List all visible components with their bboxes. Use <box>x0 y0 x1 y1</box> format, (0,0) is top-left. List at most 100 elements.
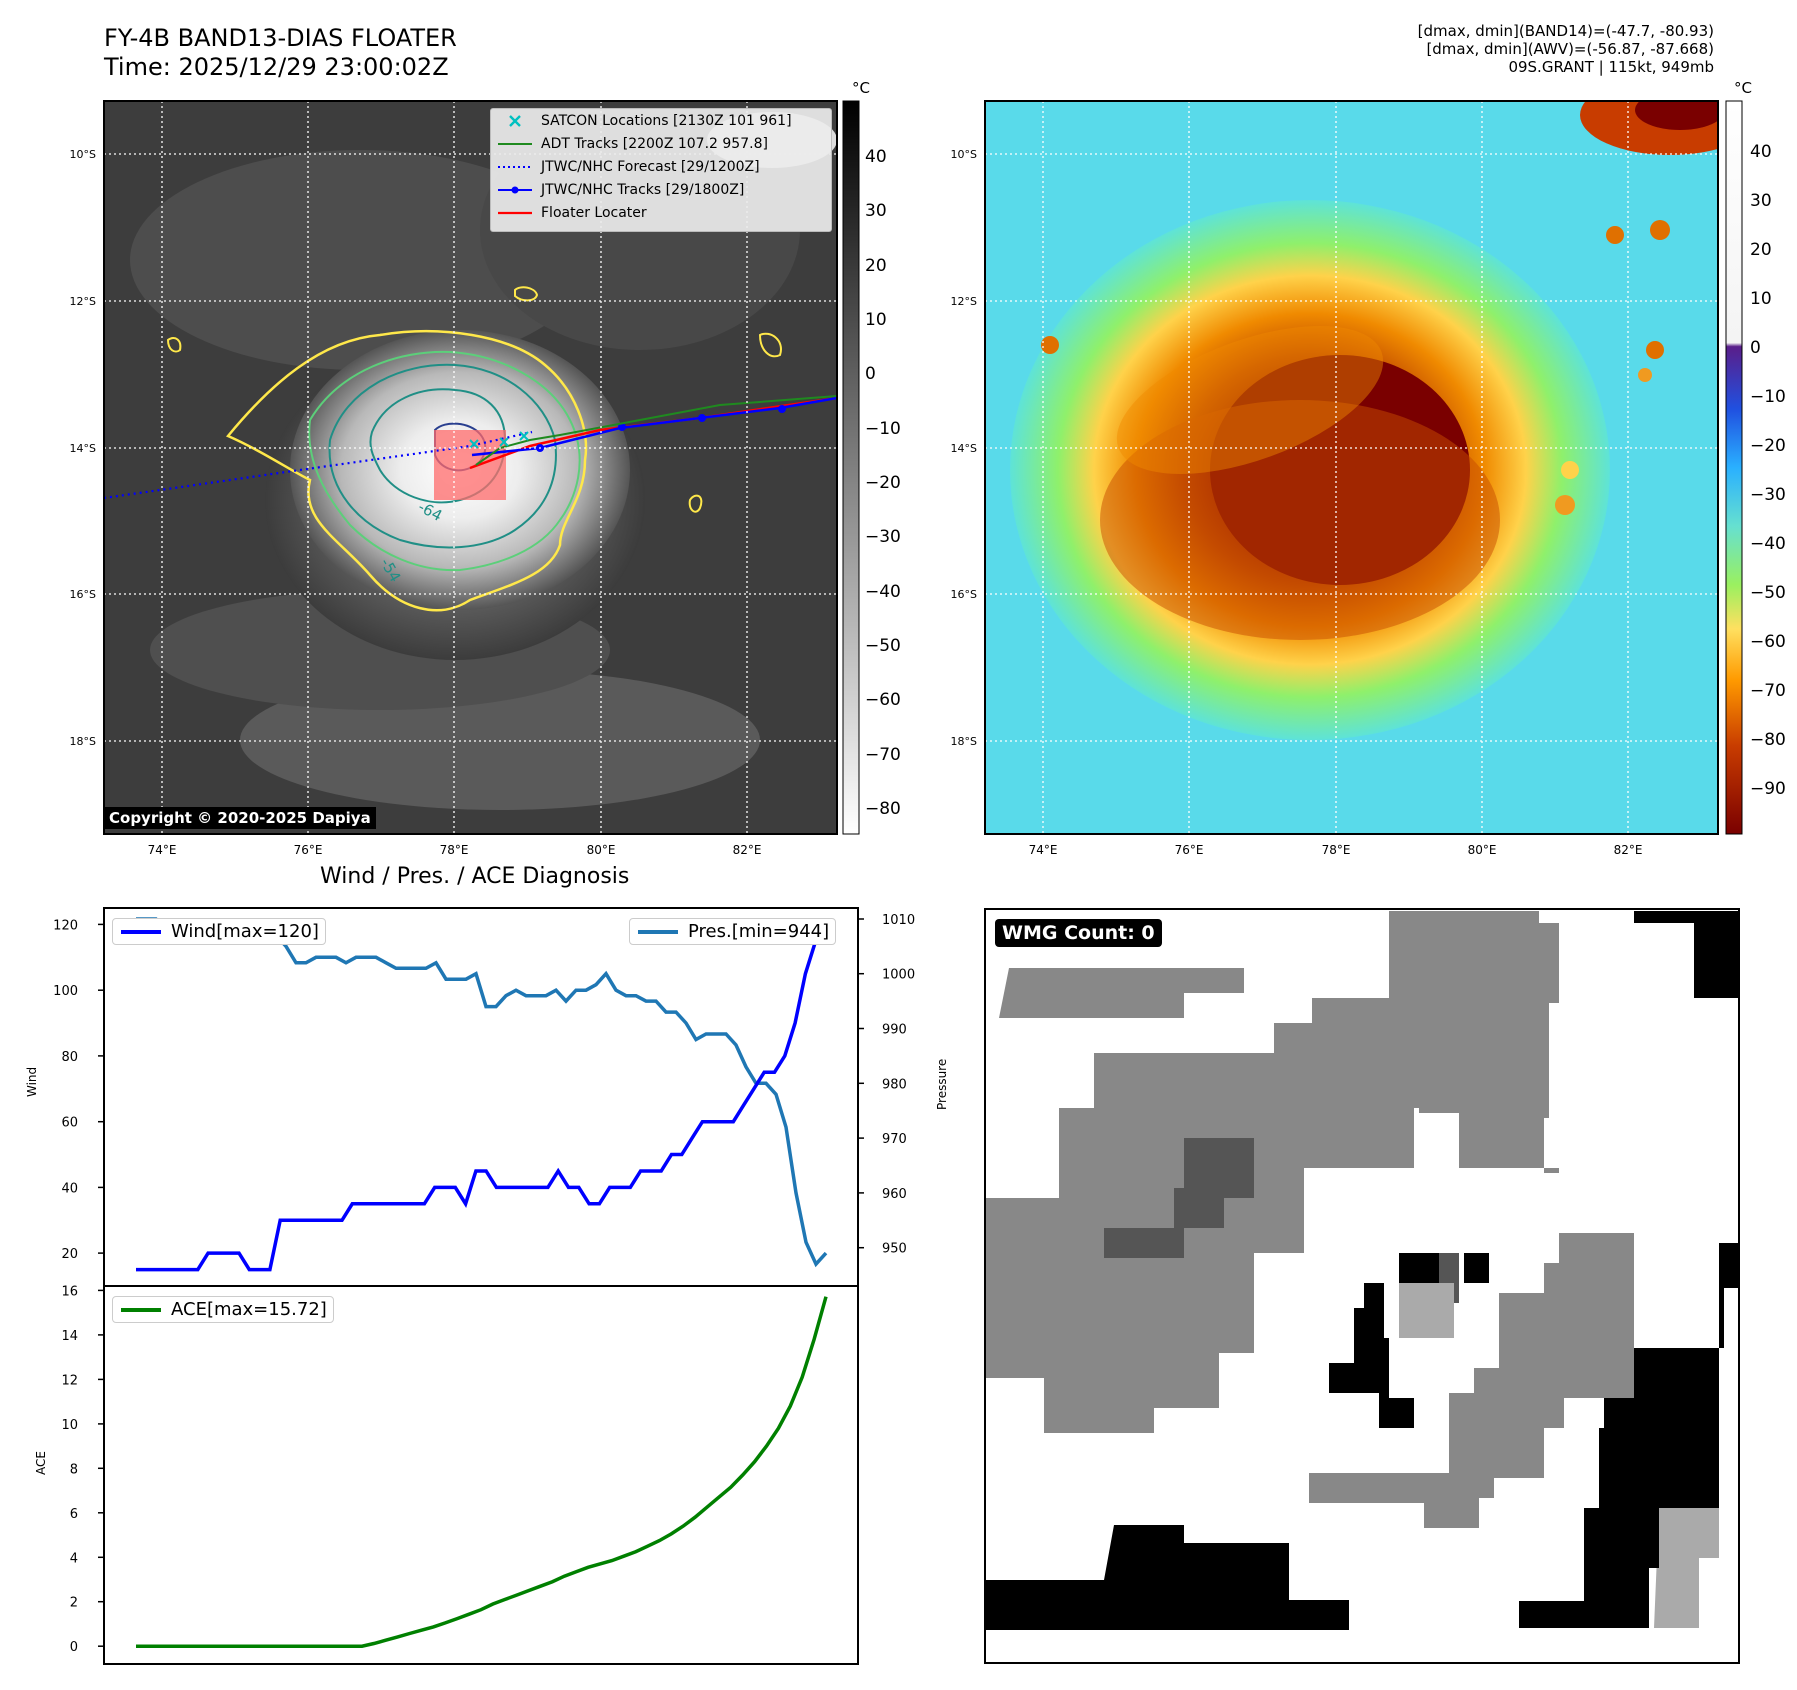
right-lon-labels: 74°E 76°E 78°E 80°E 82°E <box>1029 843 1643 857</box>
left-colorbar-ticks: 40 30 20 10 0 −10 −20 −30 −40 −50 −60 −7… <box>865 147 901 819</box>
right-cbar-tick: −70 <box>1750 681 1786 701</box>
tick-label: 100 <box>53 984 78 999</box>
figure-title: FY-4B BAND13-DIAS FLOATER Time: 2025/12/… <box>104 24 457 82</box>
ace-legend-label: ACE[max=15.72] <box>171 1299 327 1320</box>
left-cbar-tick: 30 <box>865 201 887 221</box>
title-satellite: FY-4B BAND13-DIAS FLOATER <box>104 24 457 52</box>
left-colorbar-unit: °C <box>852 79 870 97</box>
jtwc-forecast-line <box>104 430 533 500</box>
tick-label: 16 <box>61 1284 78 1299</box>
tick-label: 1000 <box>882 968 915 983</box>
tick-label: 4 <box>70 1551 78 1566</box>
pressure-line <box>136 917 828 1268</box>
x-icon <box>497 111 533 131</box>
map-legend: SATCON Locations [2130Z 101 961] ADT Tra… <box>490 108 832 232</box>
lat-label-18: 18°S <box>951 735 977 748</box>
pres-legend-swatch <box>638 929 678 934</box>
legend-jtwc-forecast: JTWC/NHC Forecast [29/1200Z] <box>491 155 831 178</box>
wmg-gray-regions <box>986 911 1634 1528</box>
legend-label: JTWC/NHC Tracks [29/1800Z] <box>541 181 745 198</box>
lon-label-82: 82°E <box>733 843 762 857</box>
lat-label-10: 10°S <box>70 148 96 161</box>
pres-legend: Pres.[min=944] <box>629 918 837 945</box>
legend-label: Floater Locater <box>541 204 647 221</box>
left-cbar-tick: −80 <box>865 799 901 819</box>
wind-axis-label: Wind <box>25 1067 39 1097</box>
map-panels: -64 -54 <box>70 79 1786 857</box>
copyright-label: Copyright © 2020-2025 Dapiya <box>104 807 376 829</box>
tick-label: 120 <box>53 918 78 933</box>
wind-line <box>136 923 828 1272</box>
tick-label: 12 <box>61 1373 78 1388</box>
legend-adt: ADT Tracks [2200Z 107.2 957.8] <box>491 132 831 155</box>
left-cbar-tick: 40 <box>865 147 887 167</box>
solid-line-icon <box>497 134 533 154</box>
right-cbar-tick: 10 <box>1750 289 1772 309</box>
right-colorbar-ticks: 40 30 20 10 0 −10 −20 −30 −40 −50 −60 −7… <box>1750 142 1786 799</box>
dot-line-icon <box>497 180 533 200</box>
right-lat-labels: 10°S 12°S 14°S 16°S 18°S <box>951 148 977 748</box>
ace-frame <box>103 1285 859 1665</box>
right-colorbar-unit: °C <box>1734 79 1752 97</box>
lon-label-74: 74°E <box>1029 843 1058 857</box>
left-lon-labels: 74°E 76°E 78°E 80°E 82°E <box>148 843 762 857</box>
tick-label: 990 <box>882 1023 907 1038</box>
right-cbar-tick: −50 <box>1750 583 1786 603</box>
right-cbar-tick: −60 <box>1750 632 1786 652</box>
jtwc-tracks-line <box>471 396 837 457</box>
left-cbar-tick: −40 <box>865 582 901 602</box>
awv-range: [dmax, dmin](AWV)=(-56.87, -87.668) <box>1426 40 1714 58</box>
wmg-black-regions <box>986 911 1739 1630</box>
lat-label-10: 10°S <box>951 148 977 161</box>
lat-label-18: 18°S <box>70 735 96 748</box>
lat-label-14: 14°S <box>951 442 977 455</box>
right-cbar-tick: −80 <box>1750 730 1786 750</box>
tick-label: 8 <box>70 1462 78 1477</box>
lon-label-78: 78°E <box>440 843 469 857</box>
right-cbar-tick: 20 <box>1750 240 1772 260</box>
lat-label-16: 16°S <box>951 588 977 601</box>
right-cbar-tick: −90 <box>1750 779 1786 799</box>
left-cbar-tick: 0 <box>865 364 876 384</box>
right-cbar-tick: 40 <box>1750 142 1772 162</box>
dotted-line-icon <box>497 157 533 177</box>
wind-legend-swatch <box>121 929 161 934</box>
ace-legend-swatch <box>121 1307 161 1312</box>
lon-label-76: 76°E <box>1175 843 1204 857</box>
tick-label: 980 <box>882 1077 907 1092</box>
right-cbar-tick: −20 <box>1750 436 1786 456</box>
right-cbar-tick: 0 <box>1750 338 1761 358</box>
left-cbar-tick: −70 <box>865 745 901 765</box>
lon-label-82: 82°E <box>1614 843 1643 857</box>
tick-label: 950 <box>882 1242 907 1257</box>
band14-range: [dmax, dmin](BAND14)=(-47.7, -80.93) <box>1417 22 1714 40</box>
tick-label: 6 <box>70 1507 78 1522</box>
storm-info: [dmax, dmin](BAND14)=(-47.7, -80.93) [dm… <box>1418 22 1714 76</box>
tick-label: 40 <box>61 1181 78 1196</box>
ace-legend: ACE[max=15.72] <box>112 1296 334 1323</box>
ace-axis-label: ACE <box>34 1451 48 1475</box>
left-cbar-tick: 10 <box>865 310 887 330</box>
tick-label: 1010 <box>882 913 915 928</box>
legend-satcon: SATCON Locations [2130Z 101 961] <box>491 109 831 132</box>
pres-tick-labels: 1010 1000 990 980 970 960 950 <box>858 913 915 1257</box>
pressure-axis-label: Pressure <box>935 1059 949 1110</box>
lat-label-12: 12°S <box>70 295 96 308</box>
wind-pres-frame <box>103 907 859 1287</box>
diagnosis-title: Wind / Pres. / ACE Diagnosis <box>320 864 630 889</box>
tick-label: 960 <box>882 1187 907 1202</box>
solid-line-icon <box>497 203 533 223</box>
lon-label-74: 74°E <box>148 843 177 857</box>
ace-line <box>136 1296 828 1648</box>
legend-jtwc-tracks: JTWC/NHC Tracks [29/1800Z] <box>491 178 831 201</box>
left-cbar-tick: −10 <box>865 419 901 439</box>
pres-legend-label: Pres.[min=944] <box>688 921 830 942</box>
tick-label: 0 <box>70 1640 78 1655</box>
lon-label-80: 80°E <box>587 843 616 857</box>
lon-label-78: 78°E <box>1322 843 1351 857</box>
right-grid <box>985 101 1718 834</box>
lon-label-76: 76°E <box>294 843 323 857</box>
lon-label-80: 80°E <box>1468 843 1497 857</box>
right-cbar-tick: −40 <box>1750 534 1786 554</box>
